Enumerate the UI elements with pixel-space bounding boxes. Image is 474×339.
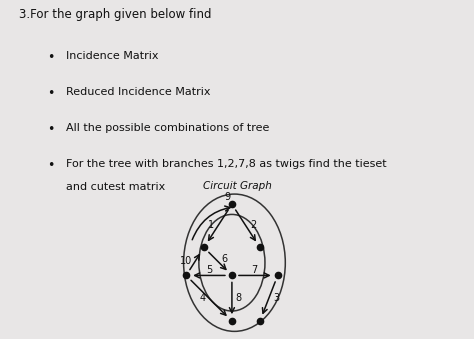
Text: 10: 10 <box>180 257 192 266</box>
Text: 3: 3 <box>273 293 279 303</box>
Text: and cutest matrix: and cutest matrix <box>66 182 165 192</box>
Text: •: • <box>47 159 55 173</box>
Text: 6: 6 <box>221 254 227 264</box>
Text: Incidence Matrix: Incidence Matrix <box>66 51 159 61</box>
Text: Reduced Incidence Matrix: Reduced Incidence Matrix <box>66 87 211 97</box>
Text: All the possible combinations of tree: All the possible combinations of tree <box>66 123 270 133</box>
Text: 1: 1 <box>208 220 214 230</box>
Text: For the tree with branches 1,2,7,8 as twigs find the tieset: For the tree with branches 1,2,7,8 as tw… <box>66 159 387 170</box>
Text: 8: 8 <box>235 293 241 303</box>
Text: •: • <box>47 123 55 136</box>
Text: 9: 9 <box>225 192 231 202</box>
Text: •: • <box>47 51 55 64</box>
Text: 7: 7 <box>252 265 258 275</box>
Text: 3.For the graph given below find: 3.For the graph given below find <box>19 7 211 21</box>
Text: 5: 5 <box>206 265 212 275</box>
Text: Circuit Graph: Circuit Graph <box>202 181 272 191</box>
Text: 4: 4 <box>200 293 206 303</box>
Text: •: • <box>47 87 55 100</box>
Text: 2: 2 <box>250 220 256 230</box>
